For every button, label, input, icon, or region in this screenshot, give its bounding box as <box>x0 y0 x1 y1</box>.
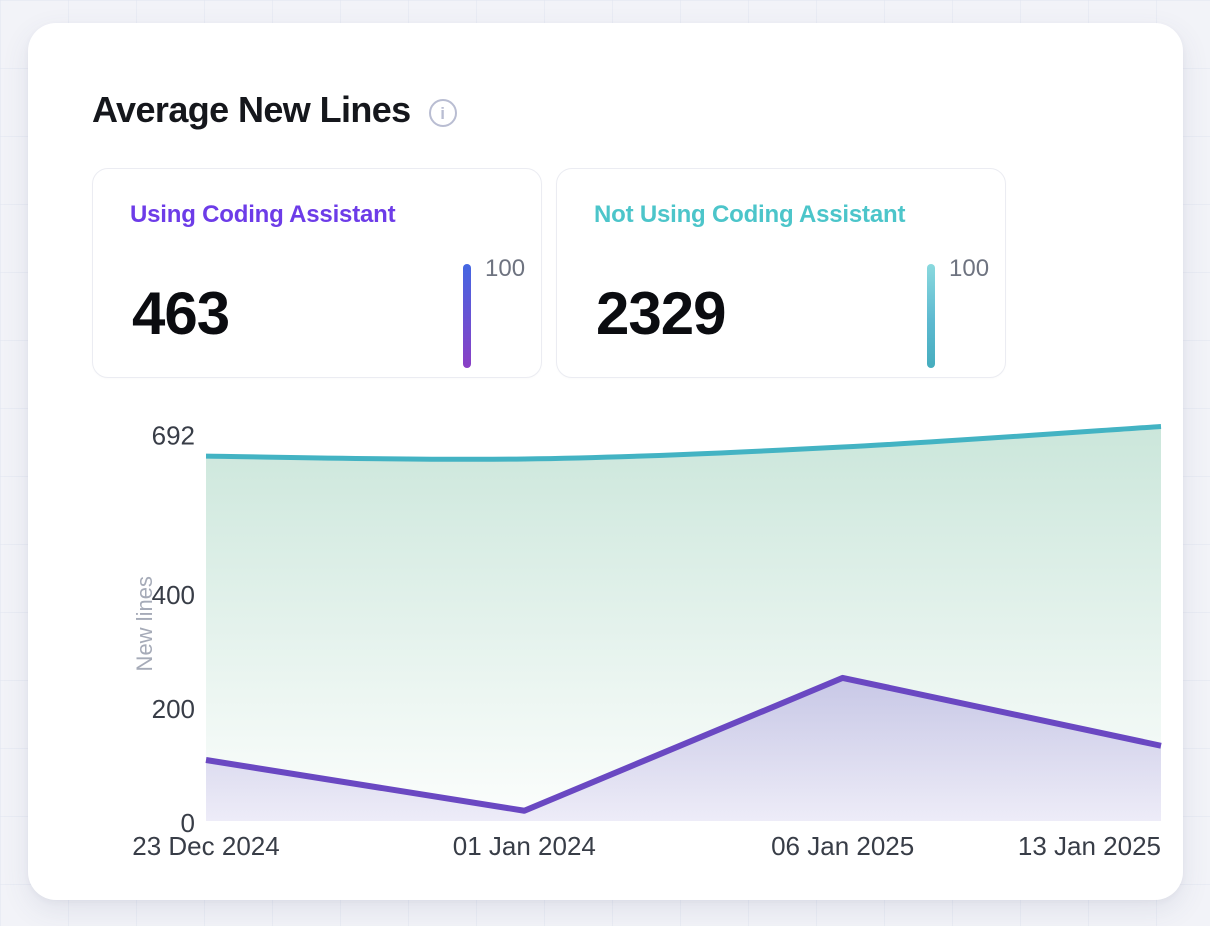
y-tick-label: 400 <box>152 580 195 610</box>
stat-label: Not Using Coding Assistant <box>594 201 906 228</box>
stat-gauge-max-label: 100 <box>485 255 526 282</box>
info-icon[interactable]: i <box>428 99 457 127</box>
stat-gauge-max-label: 100 <box>949 255 990 282</box>
usage-chart[interactable]: 0 200 400 692 New lines 23 Dec 2024 01 Jan 202… <box>128 408 1173 878</box>
stat-value: 463 <box>132 280 230 347</box>
series-line-0 <box>205 424 1162 462</box>
stat-gauge-bar <box>463 264 471 368</box>
chart-container: 0 200 400 692 New lines 23 Dec 2024 01 Jan 202… <box>128 408 1173 878</box>
average-new-lines-card: Average New Lines i Using Coding Assista… <box>28 23 1183 900</box>
x-axis: 23 Dec 2024 01 Jan 2024 06 Jan 2025 13 Jan … <box>132 831 1161 861</box>
y-tick-label: 692 <box>152 421 195 451</box>
y-axis-title: New lines <box>132 576 157 671</box>
y-axis: 0 200 400 692 New lines <box>132 421 195 839</box>
y-tick-label: 0 <box>181 808 195 838</box>
stat-value: 2329 <box>596 280 726 347</box>
chart-areas <box>206 426 1161 821</box>
stat-card-not-using-assistant: Not Using Coding Assistant 2329 100 <box>556 168 1006 378</box>
series-line-1 <box>205 674 1162 814</box>
card-title: Average New Lines <box>92 89 411 130</box>
stat-gauge-bar <box>927 264 935 368</box>
series-area-1 <box>206 677 1161 821</box>
stat-label: Using Coding Assistant <box>130 201 396 228</box>
x-tick-label: 01 Jan 2024 <box>453 831 596 861</box>
x-tick-label: 06 Jan 2025 <box>771 831 914 861</box>
x-tick-label: 23 Dec 2024 <box>132 831 279 861</box>
stat-card-using-assistant: Using Coding Assistant 463 100 <box>92 168 542 378</box>
y-tick-label: 200 <box>152 694 195 724</box>
chart-lines <box>205 424 1162 814</box>
card-header: Average New Lines i <box>92 89 457 131</box>
x-tick-label: 13 Jan 2025 <box>1018 831 1161 861</box>
